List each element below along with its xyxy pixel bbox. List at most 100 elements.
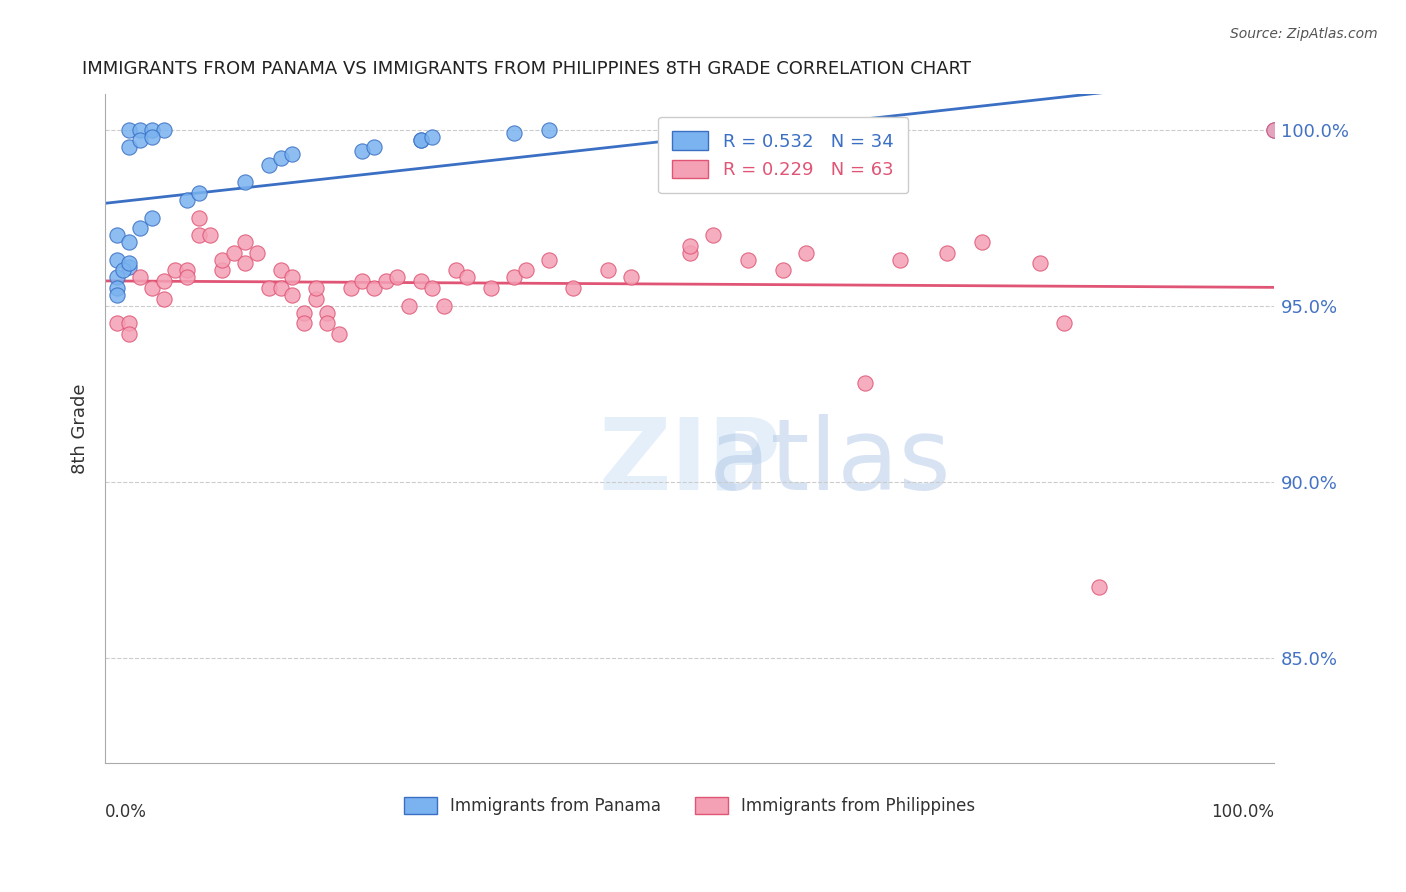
Text: IMMIGRANTS FROM PANAMA VS IMMIGRANTS FROM PHILIPPINES 8TH GRADE CORRELATION CHAR: IMMIGRANTS FROM PANAMA VS IMMIGRANTS FRO… [82,60,970,78]
Point [935,245,957,260]
Point [853,376,876,390]
Point [352,274,374,288]
Point [352,144,374,158]
Point [1263,122,1285,136]
Point [304,281,326,295]
Point [141,129,163,144]
Point [538,122,561,136]
Point [409,133,432,147]
Point [889,252,911,267]
Point [246,245,269,260]
Point [117,235,139,250]
Point [111,263,134,277]
Point [176,193,198,207]
Point [235,235,257,250]
Point [105,288,128,302]
Point [105,228,128,243]
Point [152,122,174,136]
Point [129,221,152,235]
Point [281,270,304,285]
Point [538,252,561,267]
Point [304,292,326,306]
Point [444,263,467,277]
Point [737,252,759,267]
Point [433,299,456,313]
Point [211,252,233,267]
Point [270,151,292,165]
Point [235,176,257,190]
Point [211,263,233,277]
Point [235,256,257,270]
Point [165,263,187,277]
Point [328,326,350,341]
Point [105,316,128,330]
Point [257,281,280,295]
Point [363,140,385,154]
Point [387,270,409,285]
Point [853,122,876,136]
Point [200,228,222,243]
Point [316,305,339,319]
Point [1052,316,1074,330]
Point [187,211,209,225]
Text: atlas: atlas [709,414,950,511]
Point [117,122,139,136]
Point [970,235,993,250]
Text: 0.0%: 0.0% [105,804,148,822]
Point [152,292,174,306]
Text: 100.0%: 100.0% [1211,804,1274,822]
Point [1029,256,1052,270]
Point [479,281,502,295]
Point [281,147,304,161]
Legend: Immigrants from Panama, Immigrants from Philippines: Immigrants from Panama, Immigrants from … [396,790,983,822]
Point [141,122,163,136]
Point [409,274,432,288]
Text: Source: ZipAtlas.com: Source: ZipAtlas.com [1230,27,1378,41]
Point [1087,580,1109,594]
Point [270,263,292,277]
Point [187,186,209,200]
Point [141,281,163,295]
Point [129,133,152,147]
Point [281,288,304,302]
Point [422,129,444,144]
Point [853,122,876,136]
Point [105,270,128,285]
Point [117,256,139,270]
Y-axis label: 8th Grade: 8th Grade [72,384,89,474]
Point [257,158,280,172]
Point [339,281,361,295]
Point [772,263,794,277]
Point [117,316,139,330]
Point [222,245,245,260]
Point [503,126,526,140]
Point [117,260,139,274]
Point [117,140,139,154]
Point [105,281,128,295]
Point [596,263,619,277]
Point [176,270,198,285]
Point [1263,122,1285,136]
Point [117,326,139,341]
Point [292,316,315,330]
Point [678,239,700,253]
Point [678,245,700,260]
Point [129,270,152,285]
Point [515,263,537,277]
Point [363,281,385,295]
Point [129,122,152,136]
Point [702,228,724,243]
Point [292,305,315,319]
Point [105,252,128,267]
Point [620,270,643,285]
Point [176,263,198,277]
Text: ZIP: ZIP [598,414,780,511]
Point [503,270,526,285]
Point [409,133,432,147]
Point [374,274,396,288]
Point [398,299,420,313]
Point [457,270,479,285]
Point [561,281,583,295]
Point [316,316,339,330]
Point [796,245,818,260]
